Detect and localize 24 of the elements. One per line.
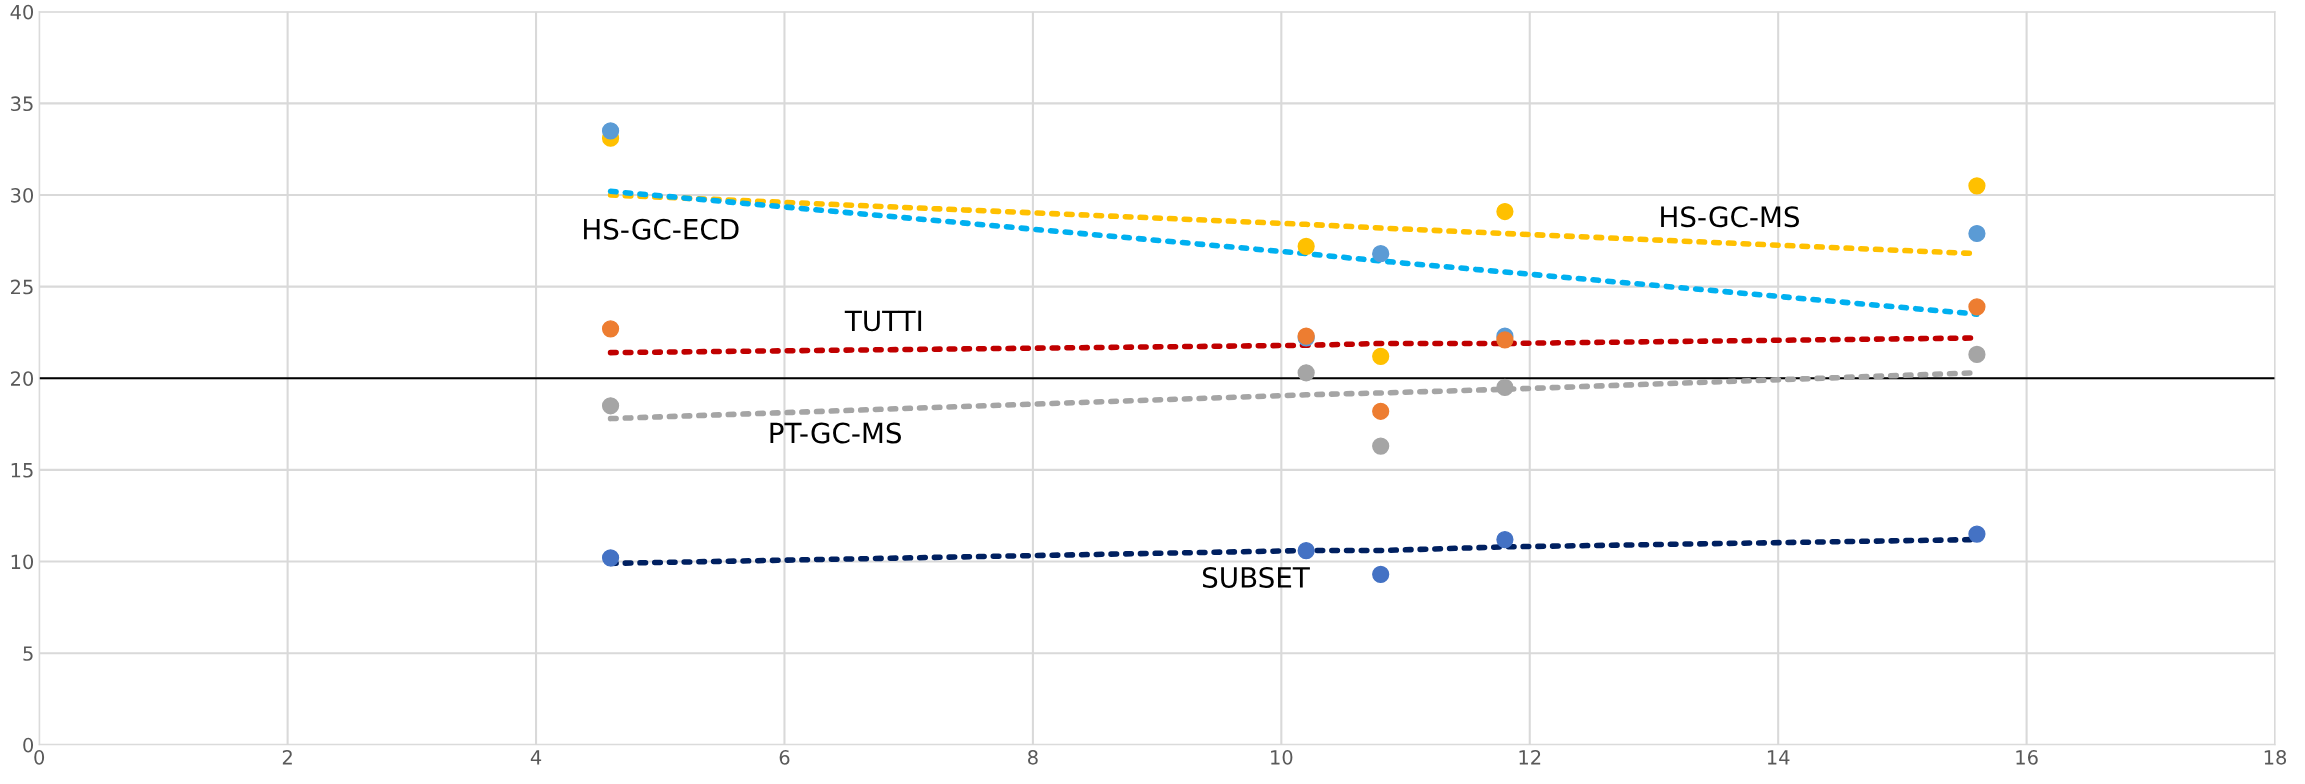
x-tick-label: 18 (2264, 750, 2287, 765)
x-tick-label: 16 (2016, 750, 2038, 765)
y-tick-label: 40 (10, 4, 34, 20)
x-tick-label: 0 (34, 750, 45, 765)
annotation: SUBSET (1202, 566, 1310, 588)
x-tick-label: 6 (779, 750, 790, 765)
y-tick-label: 35 (11, 96, 33, 112)
x-tick-label: 14 (1767, 750, 1790, 765)
annotation: HS-GC-ECD (584, 218, 739, 240)
x-tick-label: 12 (1519, 750, 1541, 765)
y-tick-label: 20 (11, 371, 34, 386)
annotation: TUTTI (844, 310, 922, 332)
x-tick-label: 2 (282, 750, 292, 765)
y-tick-label: 10 (11, 554, 34, 570)
y-tick-label: 0 (23, 737, 34, 753)
y-tick-label: 30 (11, 187, 34, 203)
y-tick-label: 25 (11, 279, 33, 295)
y-tick-label: 15 (11, 463, 33, 478)
x-tick-label: 8 (1028, 750, 1038, 765)
y-tick-label: 5 (23, 646, 33, 661)
x-tick-label: 10 (1271, 750, 1293, 765)
annotation: PT-GC-MS (770, 422, 901, 444)
x-tick-label: 4 (530, 750, 542, 765)
annotation: HS-GC-MS (1661, 206, 1799, 228)
